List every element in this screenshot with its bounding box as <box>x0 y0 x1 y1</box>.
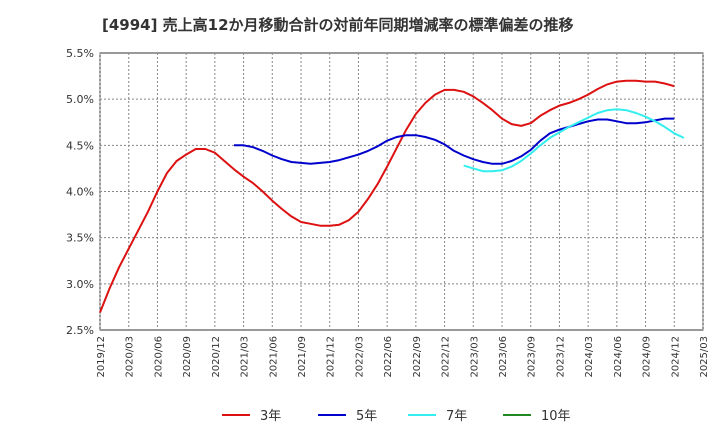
x-tick-label: 2021/03 <box>240 336 251 378</box>
x-tick-label: 2020/09 <box>182 336 193 378</box>
x-tick-label: 2022/12 <box>441 336 452 378</box>
x-tick-label: 2020/06 <box>153 336 164 378</box>
x-tick-label: 2023/09 <box>527 336 538 378</box>
x-tick-label: 2023/06 <box>498 336 509 378</box>
x-tick-label: 2022/06 <box>383 336 394 378</box>
x-tick-label: 2024/09 <box>642 336 653 378</box>
x-tick-label: 2023/12 <box>555 336 566 378</box>
y-tick-label: 5.5% <box>66 47 94 60</box>
y-tick-label: 3.5% <box>66 232 94 245</box>
y-tick-label: 4.5% <box>66 139 94 152</box>
legend-label: 5年 <box>356 409 377 424</box>
x-tick-label: 2020/12 <box>211 336 222 378</box>
legend-label: 3年 <box>260 409 281 424</box>
y-axis-ticks: 2.5% 3.0% 3.5% 4.0% 4.5% 5.0% 5.5% <box>66 47 94 337</box>
chart-title: [4994] 売上高12か月移動合計の対前年同期増減率の標準偏差の推移 <box>102 16 574 34</box>
legend-label: 10年 <box>541 409 571 424</box>
x-tick-label: 2023/03 <box>469 336 480 378</box>
y-tick-label: 2.5% <box>66 324 94 337</box>
series-line-7年 <box>463 108 685 173</box>
x-tick-label: 2024/06 <box>613 336 624 378</box>
series-lines <box>99 79 685 313</box>
y-tick-label: 5.0% <box>66 93 94 106</box>
series-line-5年 <box>234 117 675 165</box>
x-tick-label: 2025/03 <box>699 336 710 378</box>
y-tick-label: 4.0% <box>66 186 94 199</box>
x-tick-label: 2019/12 <box>96 336 107 378</box>
x-tick-label: 2021/12 <box>326 336 337 378</box>
x-tick-label: 2021/09 <box>297 336 308 378</box>
y-tick-label: 3.0% <box>66 278 94 291</box>
series-line-3年 <box>99 79 675 313</box>
x-tick-label: 2024/03 <box>584 336 595 378</box>
x-tick-label: 2021/06 <box>268 336 279 378</box>
x-tick-label: 2022/09 <box>412 336 423 378</box>
x-tick-label: 2022/03 <box>354 336 365 378</box>
grid-lines <box>99 53 704 330</box>
x-tick-label: 2024/12 <box>670 336 681 378</box>
x-axis-ticks: 2019/12 2020/03 2020/06 2020/09 2020/12 2021/… <box>96 336 710 378</box>
legend: 3年 5年 7年 10年 <box>222 409 571 424</box>
x-tick-label: 2020/03 <box>125 336 136 378</box>
legend-label: 7年 <box>446 409 467 424</box>
